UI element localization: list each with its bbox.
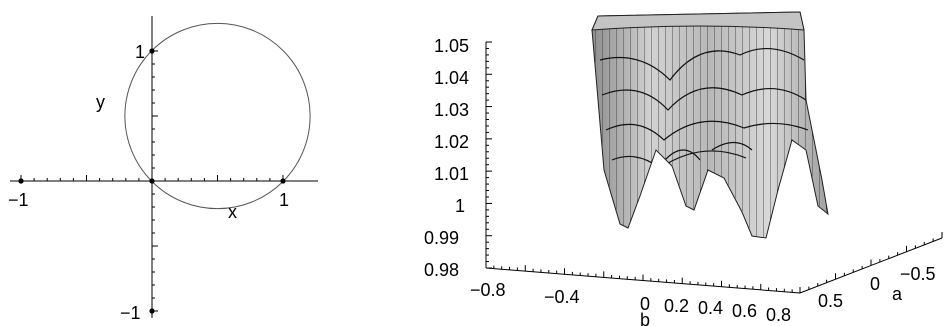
curve-point-4 (149, 178, 155, 184)
x-tick-label-1: 1 (279, 190, 289, 210)
a-tick-label-0: 0 (870, 274, 880, 294)
z-tick-label-1.01: 1.01 (434, 164, 469, 184)
b-tick-label-0.6: 0.6 (732, 301, 757, 321)
y-tick-label-neg1: −1 (120, 303, 141, 323)
y-axis-label: y (96, 92, 105, 112)
y-tick-label-1: 1 (135, 42, 145, 62)
b-tick-label-neg0.8: −0.8 (470, 280, 506, 300)
circle-plot: x y −1 1 1 −1 (8, 16, 318, 323)
parametric-curve (124, 22, 311, 210)
surface-rim (591, 11, 805, 31)
surface-plot: 1.05 1.04 1.03 1.02 1.01 1 0.99 0.98 −0.… (424, 11, 943, 326)
x-axis-label: x (228, 202, 237, 222)
floor-axis-ticks (485, 232, 943, 293)
surface-mesh (591, 11, 829, 239)
x-tick-label-neg1: −1 (8, 190, 29, 210)
curve-point-0 (18, 178, 24, 184)
b-tick-label-neg0.4: −0.4 (544, 287, 580, 307)
b-tick-label-0.2: 0.2 (664, 296, 689, 316)
z-tick-label-1.04: 1.04 (434, 68, 469, 88)
curve-points (18, 48, 286, 314)
z-tick-label-1.03: 1.03 (434, 100, 469, 120)
z-tick-label-0.99: 0.99 (424, 228, 459, 248)
z-tick-label-1.02: 1.02 (434, 132, 469, 152)
z-axis-ticks (486, 41, 492, 269)
z-tick-label-1: 1 (455, 196, 465, 216)
b-axis-label: b (640, 310, 650, 326)
b-tick-label-0.8: 0.8 (766, 305, 791, 325)
a-axis-label: a (892, 284, 903, 304)
a-tick-label-0.5: 0.5 (818, 291, 843, 311)
b-tick-label-0.4: 0.4 (698, 298, 723, 318)
a-tick-label-neg0.5: −0.5 (900, 264, 936, 284)
b-tick-label-0: 0 (640, 294, 650, 314)
curve-point-1 (280, 178, 286, 184)
z-tick-label-1.05: 1.05 (434, 36, 469, 56)
axis-minor-ticks (20, 50, 284, 312)
curve-point-2 (149, 48, 155, 54)
z-tick-label-0.98: 0.98 (424, 260, 459, 280)
curve-point-3 (149, 308, 155, 314)
